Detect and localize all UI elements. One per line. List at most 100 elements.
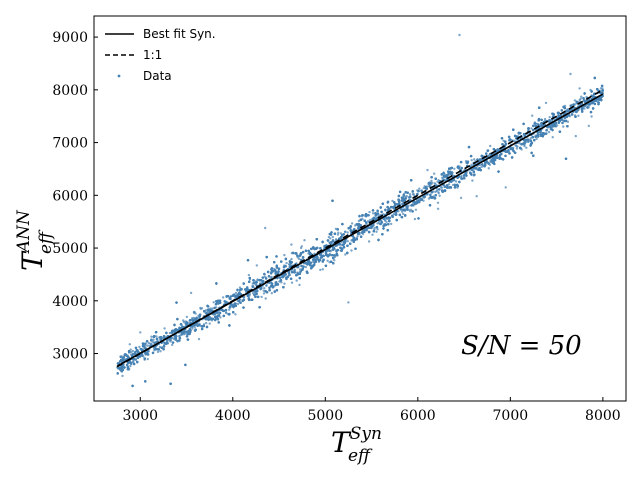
data-point [295,279,298,282]
data-point [197,337,201,341]
data-point [251,292,255,295]
data-point [334,227,338,230]
data-point [544,101,548,105]
data-point [578,87,581,90]
data-point [255,264,258,267]
data-point [447,183,451,186]
data-point [287,263,291,266]
data-point [208,322,211,325]
data-point [247,273,251,277]
data-point [414,208,418,211]
data-point [337,231,340,234]
data-point [453,167,456,170]
data-point [525,146,528,149]
data-point [391,199,394,203]
data-point [256,278,259,281]
data-point [185,315,189,319]
data-point [440,186,443,189]
data-point [159,350,162,353]
data-point [390,222,393,226]
data-point [413,217,417,221]
data-point [376,228,379,231]
data-point [192,310,196,314]
data-point [248,292,251,295]
data-point [418,187,421,190]
data-point [228,308,231,311]
data-point [171,343,174,347]
data-point [155,335,158,338]
data-point [319,268,322,272]
data-point [236,302,240,306]
data-point [299,268,302,271]
data-point [357,219,361,223]
data-point [529,137,532,140]
data-point [304,265,307,269]
data-point [442,177,445,180]
data-point [238,286,242,289]
data-point [303,239,306,242]
data-point [470,163,473,166]
data-point [432,190,435,193]
data-point [260,295,263,299]
data-point [297,257,301,261]
data-point [298,283,301,287]
data-point [130,351,133,354]
data-point [459,196,463,200]
data-point [270,292,273,295]
data-point [331,235,334,239]
data-point [555,124,559,127]
data-point [326,259,329,262]
data-point [373,227,376,230]
data-point [422,199,425,202]
data-point [384,218,387,221]
data-point [515,147,519,150]
data-point [551,136,554,139]
data-point [212,301,215,304]
data-point [547,130,551,134]
data-point [168,331,172,335]
data-point [283,253,286,257]
data-point [489,144,492,148]
data-point [408,193,412,196]
data-point [368,218,372,222]
data-point [535,137,538,141]
data-point [255,283,258,286]
data-point [400,210,404,213]
data-point [530,127,533,130]
data-point [409,208,413,211]
data-point [144,344,147,348]
data-point [433,172,436,175]
data-point [471,179,474,182]
data-point [177,334,181,338]
data-point [590,115,593,118]
data-point [518,142,521,145]
data-point [265,284,268,287]
data-point [531,114,534,117]
data-point [514,144,517,147]
data-point [566,120,570,123]
data-point [152,338,155,341]
data-point [599,87,603,90]
data-point [270,275,273,279]
data-point [375,230,378,233]
data-point [367,240,371,243]
data-point [436,188,439,191]
data-point [204,309,208,312]
data-point [234,291,238,295]
data-point [321,268,324,271]
data-point [346,231,349,234]
data-point [199,307,202,311]
data-point [242,296,246,299]
data-point [412,193,415,196]
data-point [158,345,162,349]
data-point [543,117,547,121]
data-point [430,179,433,183]
data-point [339,232,343,235]
data-point [290,257,293,261]
data-point [579,97,582,101]
data-point [147,341,150,345]
data-point [431,181,434,184]
data-point [262,292,266,295]
data-point [574,134,577,138]
data-point [371,233,374,236]
